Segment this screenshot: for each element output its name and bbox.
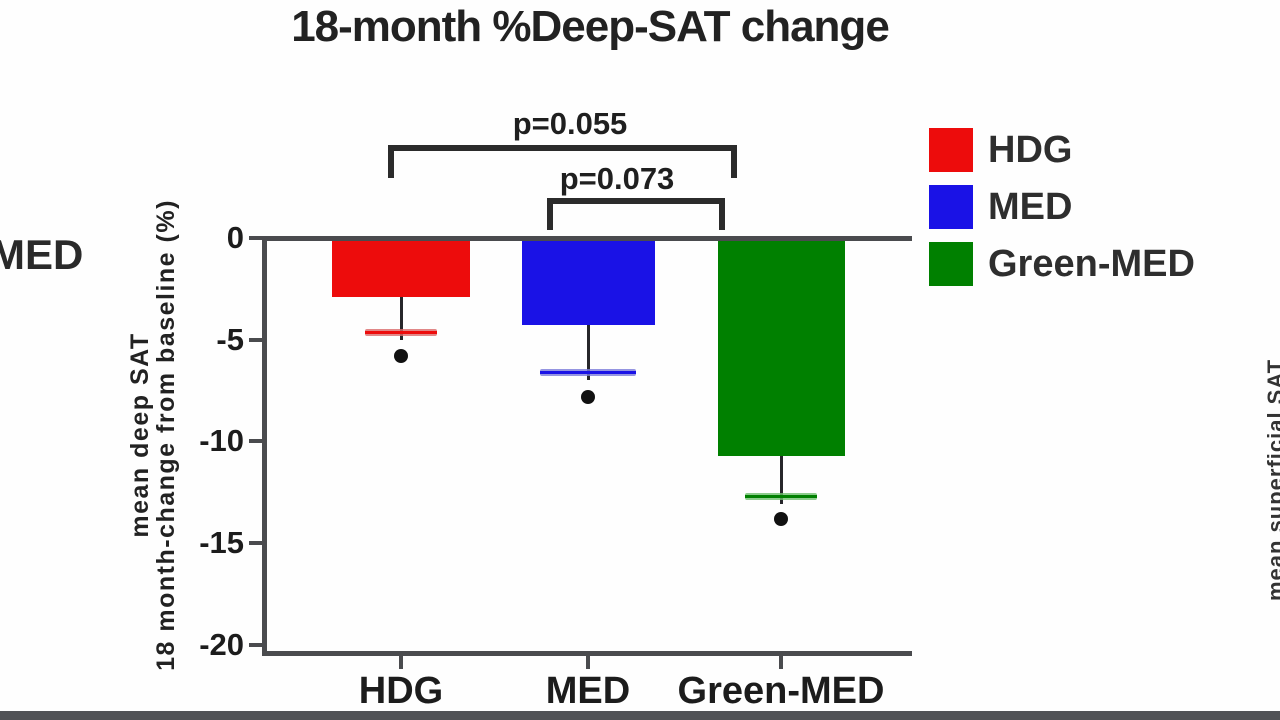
data-dot-hdg bbox=[394, 348, 408, 363]
y-tick--5 bbox=[249, 337, 263, 342]
x-tick-green-med bbox=[779, 656, 783, 669]
bracket-p-0-073-right-leg bbox=[719, 198, 725, 230]
x-axis-line bbox=[262, 651, 912, 656]
bottom-border-strip bbox=[0, 711, 1280, 720]
legend-swatch-hdg bbox=[929, 128, 973, 172]
left-cropped-label: MED bbox=[0, 231, 84, 278]
legend-label-green-med: Green-MED bbox=[988, 243, 1195, 285]
legend-label-med: MED bbox=[988, 186, 1073, 228]
x-tick-med bbox=[586, 656, 590, 669]
y-tick-label--15: -15 bbox=[199, 524, 244, 560]
bar-green-med bbox=[717, 241, 845, 456]
y-tick-label--5: -5 bbox=[216, 321, 244, 357]
x-tick-hdg bbox=[399, 656, 403, 669]
data-dot-green-med bbox=[774, 511, 788, 526]
data-dot-med bbox=[581, 389, 595, 404]
p-value-label-p-0-073: p=0.073 bbox=[559, 161, 675, 196]
y-axis-title-line1: mean deep SAT bbox=[126, 332, 154, 538]
error-cap-line-hdg bbox=[365, 330, 437, 334]
error-whisker-hdg bbox=[399, 296, 403, 340]
y-tick-label--20: -20 bbox=[199, 626, 244, 662]
error-cap-line-med bbox=[540, 371, 636, 375]
error-whisker-green-med bbox=[779, 455, 783, 505]
x-label-hdg: HDG bbox=[358, 670, 444, 712]
bracket-p-0-055-left-leg bbox=[388, 145, 394, 178]
x-label-med: MED bbox=[545, 670, 631, 712]
x-label-green-med: Green-MED bbox=[677, 670, 885, 712]
bracket-p-0-055-right-leg bbox=[731, 145, 737, 178]
bracket-p-0-073-bar bbox=[547, 198, 725, 204]
zero-baseline bbox=[262, 236, 912, 241]
y-tick-0 bbox=[249, 236, 263, 240]
p-value-label-p-0-055: p=0.055 bbox=[512, 106, 628, 141]
legend-label-hdg: HDG bbox=[988, 129, 1073, 171]
y-tick--10 bbox=[249, 439, 263, 444]
bracket-p-0-055-bar bbox=[388, 145, 737, 151]
error-whisker-med bbox=[586, 325, 590, 381]
error-cap-line-green-med bbox=[745, 495, 817, 499]
legend-swatch-med bbox=[929, 185, 973, 229]
bar-med bbox=[521, 241, 655, 326]
bracket-p-0-073-left-leg bbox=[547, 198, 553, 230]
y-tick-label--10: -10 bbox=[199, 423, 244, 459]
y-tick--20 bbox=[249, 642, 263, 647]
y-tick--15 bbox=[249, 540, 263, 545]
right-cropped-label: mean superficial SAT bbox=[1263, 358, 1280, 602]
chart-title: 18-month %Deep-SAT change bbox=[291, 2, 890, 51]
legend-swatch-green-med bbox=[929, 242, 973, 286]
y-tick-label-0: 0 bbox=[226, 220, 244, 255]
bar-hdg bbox=[332, 241, 470, 297]
y-axis-line bbox=[262, 236, 267, 656]
